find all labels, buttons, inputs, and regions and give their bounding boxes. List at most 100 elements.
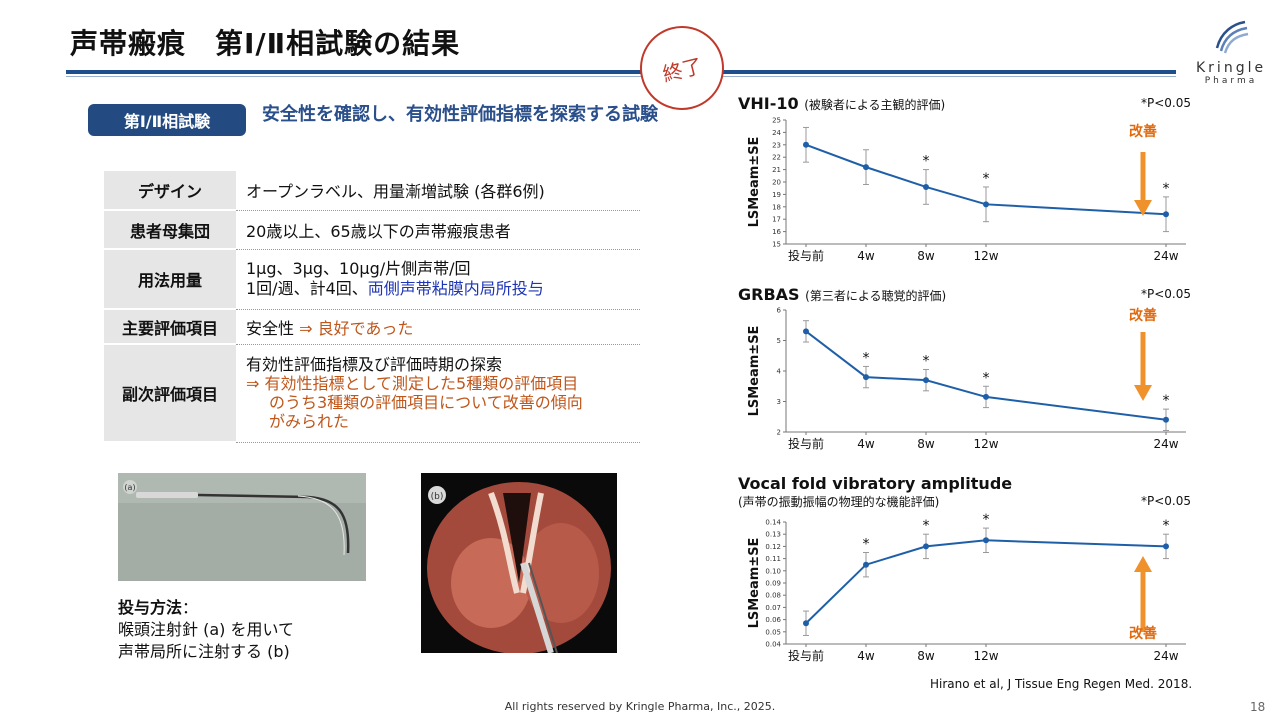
x-tick-label: 8w: [917, 649, 935, 663]
method-line-1: 喉頭注射針 (a) を用いて: [118, 620, 294, 639]
chart-title: VHI-10 (被験者による主観的評価): [738, 94, 1198, 113]
y-tick-label: 19: [772, 191, 781, 199]
x-tick-label: 24w: [1153, 437, 1178, 451]
method-colon: ：: [182, 598, 199, 617]
data-point: [1163, 416, 1169, 423]
significance-star: *: [923, 518, 930, 534]
dose-line: 1μg、3μg、10μg/片側声帯/回: [246, 259, 471, 278]
table-row: 用法用量 1μg、3μg、10μg/片側声帯/回 1回/週、計4回、両側声帯粘膜…: [104, 249, 640, 310]
y-tick-label: 24: [772, 129, 781, 137]
photo-b-label: (b): [431, 492, 444, 502]
data-point: [983, 393, 989, 400]
chart-title: GRBAS (第三者による聴覚的評価): [738, 285, 1198, 304]
significance-note: *P<0.05: [1141, 494, 1192, 508]
row-label: デザイン: [104, 171, 236, 211]
y-tick-label: 0.06: [765, 616, 781, 624]
data-point: [803, 620, 809, 627]
x-tick-label: 24w: [1153, 649, 1178, 663]
significance-star: *: [923, 154, 930, 170]
y-tick-label: 23: [772, 141, 781, 149]
secondary-result-2: のうち3種類の評価項目について改善の傾向: [269, 393, 583, 412]
secondary-result-3: がみられた: [269, 412, 350, 431]
data-point: [923, 183, 929, 190]
y-tick-label: 15: [772, 241, 781, 249]
significance-star: *: [1163, 393, 1170, 409]
y-tick-label: 0.12: [765, 543, 781, 551]
table-row: 副次評価項目 有効性評価指標及び評価時期の探索 ⇒ 有効性指標として測定した5種…: [104, 344, 640, 443]
y-tick-label: 0.08: [765, 592, 781, 600]
data-point: [923, 543, 929, 550]
row-label: 用法用量: [104, 249, 236, 310]
data-point: [923, 377, 929, 384]
significance-star: *: [863, 350, 870, 366]
administration-method: 投与方法： 喉頭注射針 (a) を用いて 声帯局所に注射する (b): [118, 597, 294, 663]
significance-star: *: [983, 512, 990, 528]
row-value: 1μg、3μg、10μg/片側声帯/回 1回/週、計4回、両側声帯粘膜内局所投与: [236, 249, 640, 310]
table-row: 主要評価項目 安全性 ⇒ 良好であった: [104, 309, 640, 345]
chart-subtitle: (被験者による主観的評価): [804, 98, 946, 112]
x-tick-label: 投与前: [788, 648, 824, 663]
y-tick-label: 25: [772, 117, 781, 125]
improvement-arrow-icon: [1134, 200, 1152, 216]
logo-mark-icon: [1215, 20, 1249, 54]
chart-subtitle: (第三者による聴覚的評価): [805, 289, 947, 303]
study-design-table: デザイン オープンラベル、用量漸増試験 (各群6例) 患者母集団 20歳以上、6…: [104, 171, 640, 443]
y-tick-label: 2: [777, 429, 781, 437]
route-text: 両側声帯粘膜内局所投与: [367, 279, 544, 298]
chart-subtitle: (声帯の振動振幅の物理的な機能評価): [738, 495, 940, 509]
y-tick-label: 0.05: [765, 628, 781, 636]
row-label: 主要評価項目: [104, 309, 236, 345]
primary-endpoint: 安全性: [246, 318, 300, 338]
chart-title-text: VHI-10: [738, 94, 799, 113]
schedule-text: 1回/週、計4回、: [246, 279, 368, 298]
row-label: 副次評価項目: [104, 344, 236, 443]
study-headline: 安全性を確認し、有効性評価指標を探索する試験: [262, 104, 658, 125]
chart-grbas-plot: 2 3 4 5 6 LSMeam±SE 投与前 4w 8w 12w 24w * * * * 改善: [747, 307, 1186, 451]
significance-note: *P<0.05: [1141, 287, 1192, 301]
data-point: [983, 537, 989, 544]
chart-vhi10-plot: 15 16 17 18 19 20 21 22 23 24 25 LSMeam±SE 投与前 4w 8w 12…: [747, 117, 1186, 263]
x-tick-label: 投与前: [788, 436, 824, 451]
y-tick-label: 0.10: [765, 567, 781, 575]
y-axis-label: LSMeam±SE: [747, 326, 762, 417]
y-tick-label: 18: [772, 203, 781, 211]
significance-star: *: [923, 353, 930, 369]
injection-needle-photo: (a): [118, 473, 366, 581]
method-heading: 投与方法：: [118, 597, 294, 619]
chart-vhi10: VHI-10 (被験者による主観的評価) *P<0.05: [738, 94, 1198, 113]
significance-note: *P<0.05: [1141, 96, 1192, 110]
data-point: [1163, 543, 1169, 550]
y-tick-label: 5: [777, 337, 781, 345]
data-point: [803, 141, 809, 148]
y-tick-label: 16: [772, 228, 781, 236]
table-row: 患者母集団 20歳以上、65歳以下の声帯瘢痕患者: [104, 210, 640, 250]
row-label: 患者母集団: [104, 210, 236, 250]
copyright-footer: All rights reserved by Kringle Pharma, I…: [504, 700, 776, 713]
chart-vibratory-amplitude: Vocal fold vibratory amplitude (声帯の振動振幅の…: [738, 474, 1198, 510]
logo-sub: Pharma: [1204, 76, 1258, 86]
x-tick-label: 8w: [917, 437, 935, 451]
data-point: [863, 561, 869, 568]
header-rule: [66, 70, 1176, 74]
x-tick-label: 4w: [857, 649, 875, 663]
y-tick-label: 0.13: [765, 531, 781, 539]
y-tick-label: 22: [772, 154, 781, 162]
y-tick-label: 0.09: [765, 580, 781, 588]
data-point: [863, 374, 869, 381]
x-tick-label: 12w: [973, 249, 998, 263]
phase-badge: 第Ⅰ/Ⅱ相試験: [88, 104, 246, 136]
y-tick-label: 17: [772, 216, 781, 224]
citation: Hirano et al, J Tissue Eng Regen Med. 20…: [930, 677, 1193, 691]
page-title: 声帯瘢痕 第Ⅰ/Ⅱ相試験の結果: [70, 27, 461, 60]
significance-star: *: [1163, 518, 1170, 534]
logo-name: Kringle: [1196, 60, 1267, 76]
y-tick-label: 0.04: [765, 641, 781, 649]
row-value: 安全性 ⇒ 良好であった: [236, 309, 640, 345]
row-value: 20歳以上、65歳以下の声帯瘢痕患者: [236, 210, 640, 250]
secondary-endpoint: 有効性評価指標及び評価時期の探索: [246, 355, 503, 374]
y-tick-label: 20: [772, 179, 781, 187]
significance-star: *: [983, 171, 990, 187]
secondary-result-1: ⇒ 有効性指標として測定した5種類の評価項目: [246, 374, 579, 393]
improvement-arrow-icon: [1134, 385, 1152, 401]
x-tick-label: 4w: [857, 249, 875, 263]
